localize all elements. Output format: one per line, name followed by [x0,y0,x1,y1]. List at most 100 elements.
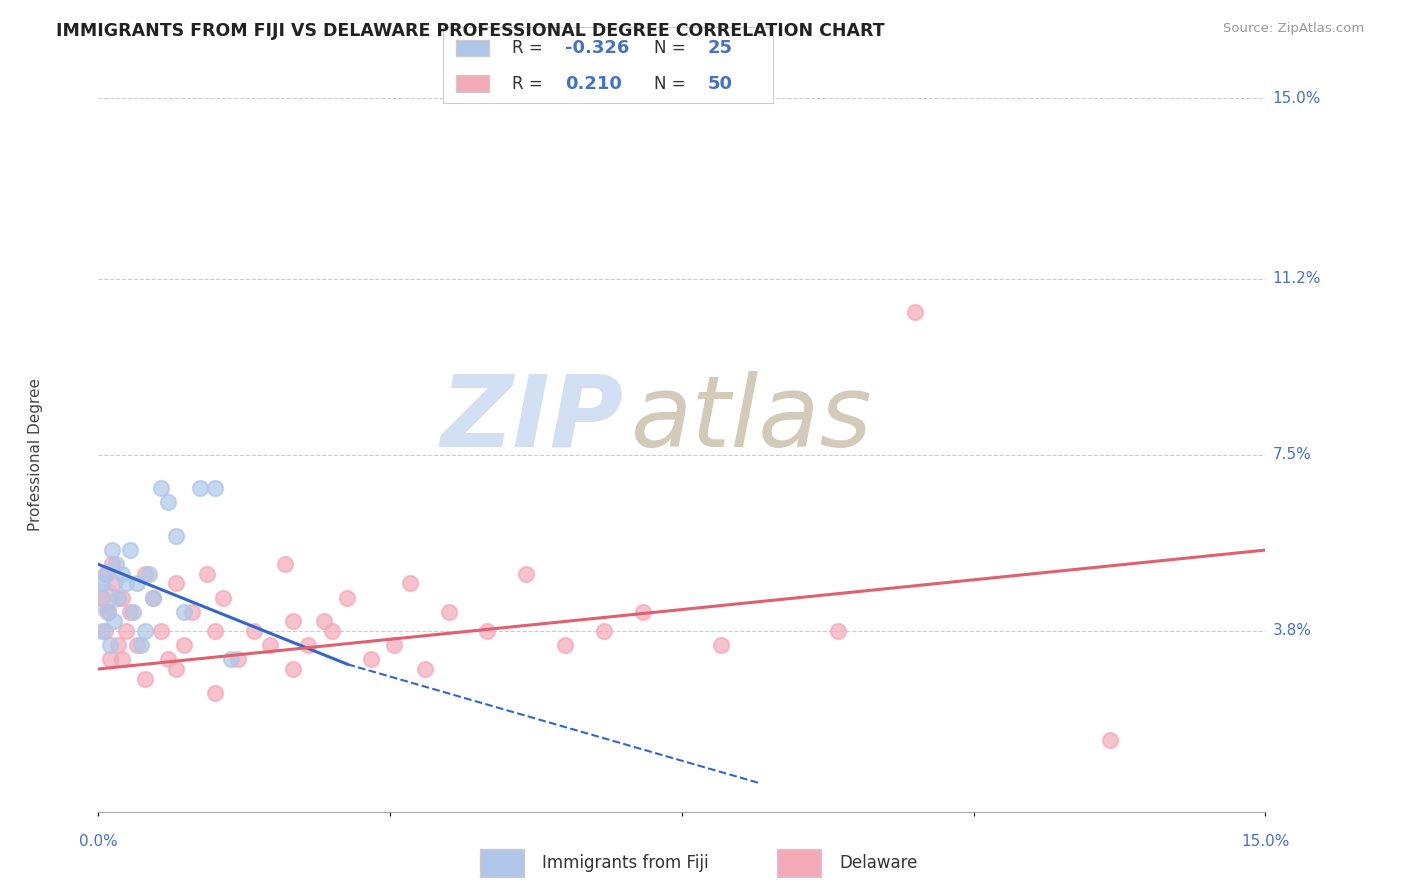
Point [157,495,180,509]
Point [188,481,211,495]
Point [101,558,124,572]
Point [91,576,114,591]
Point [96,566,118,581]
Point [98,652,121,666]
Text: Source: ZipAtlas.com: Source: ZipAtlas.com [1223,22,1364,36]
Point [1098,733,1121,747]
Point [127,638,149,652]
Point [134,624,156,638]
Point [91,591,114,605]
Text: 25: 25 [707,39,733,57]
FancyBboxPatch shape [456,39,489,56]
Text: 0.0%: 0.0% [79,834,118,849]
Point [165,662,187,676]
Point [91,591,114,605]
Text: Delaware: Delaware [839,854,918,872]
Text: 11.2%: 11.2% [1272,271,1320,286]
Point [127,576,149,591]
Text: R =: R = [512,39,548,57]
Text: -0.326: -0.326 [565,39,630,57]
Point [97,605,120,619]
Point [98,638,121,652]
Point [413,662,436,676]
Point [149,481,172,495]
Point [243,624,266,638]
Point [710,638,733,652]
Point [382,638,405,652]
Point [398,576,420,591]
Text: N =: N = [654,39,692,57]
Point [93,624,115,638]
Point [259,638,281,652]
Point [204,686,226,700]
Point [195,566,218,581]
Point [114,624,136,638]
Point [97,605,120,619]
Text: atlas: atlas [630,371,872,467]
Point [107,638,129,652]
FancyBboxPatch shape [481,849,523,877]
Point [827,624,849,638]
Point [114,576,136,591]
Point [360,652,382,666]
Text: N =: N = [654,75,692,93]
Point [173,605,195,619]
Text: Immigrants from Fiji: Immigrants from Fiji [543,854,709,872]
Point [212,591,235,605]
Point [91,624,114,638]
Point [281,662,304,676]
Point [204,481,226,495]
Point [111,652,134,666]
Point [138,566,160,581]
Point [219,652,242,666]
Point [91,591,114,605]
Point [129,638,152,652]
Point [96,566,118,581]
Point [165,529,187,543]
Text: 15.0%: 15.0% [1272,91,1320,105]
Point [904,305,927,319]
Text: 0.210: 0.210 [565,75,621,93]
Point [103,615,125,629]
Text: 7.5%: 7.5% [1272,448,1312,462]
Text: 3.8%: 3.8% [1272,624,1312,639]
Point [122,605,145,619]
Text: Professional Degree: Professional Degree [28,378,42,532]
Point [228,652,250,666]
Point [281,615,304,629]
Point [274,558,297,572]
Point [593,624,616,638]
Point [165,576,187,591]
Point [142,591,165,605]
Point [142,591,165,605]
Point [321,624,343,638]
Point [336,591,359,605]
Text: R =: R = [512,75,548,93]
Point [173,638,195,652]
Point [134,672,156,686]
Point [111,566,134,581]
Point [554,638,576,652]
Point [103,576,125,591]
Point [118,605,141,619]
Text: IMMIGRANTS FROM FIJI VS DELAWARE PROFESSIONAL DEGREE CORRELATION CHART: IMMIGRANTS FROM FIJI VS DELAWARE PROFESS… [56,22,884,40]
Point [437,605,460,619]
Point [157,652,180,666]
Point [515,566,537,581]
Point [134,566,156,581]
Point [104,558,127,572]
Point [107,591,129,605]
FancyBboxPatch shape [456,75,489,92]
Text: ZIP: ZIP [440,371,623,467]
Point [149,624,172,638]
Point [477,624,499,638]
Point [312,615,335,629]
Point [101,543,124,558]
Point [111,591,134,605]
Point [118,543,141,558]
Text: 15.0%: 15.0% [1241,834,1289,849]
Point [180,605,202,619]
FancyBboxPatch shape [778,849,821,877]
Point [204,624,226,638]
Point [631,605,654,619]
